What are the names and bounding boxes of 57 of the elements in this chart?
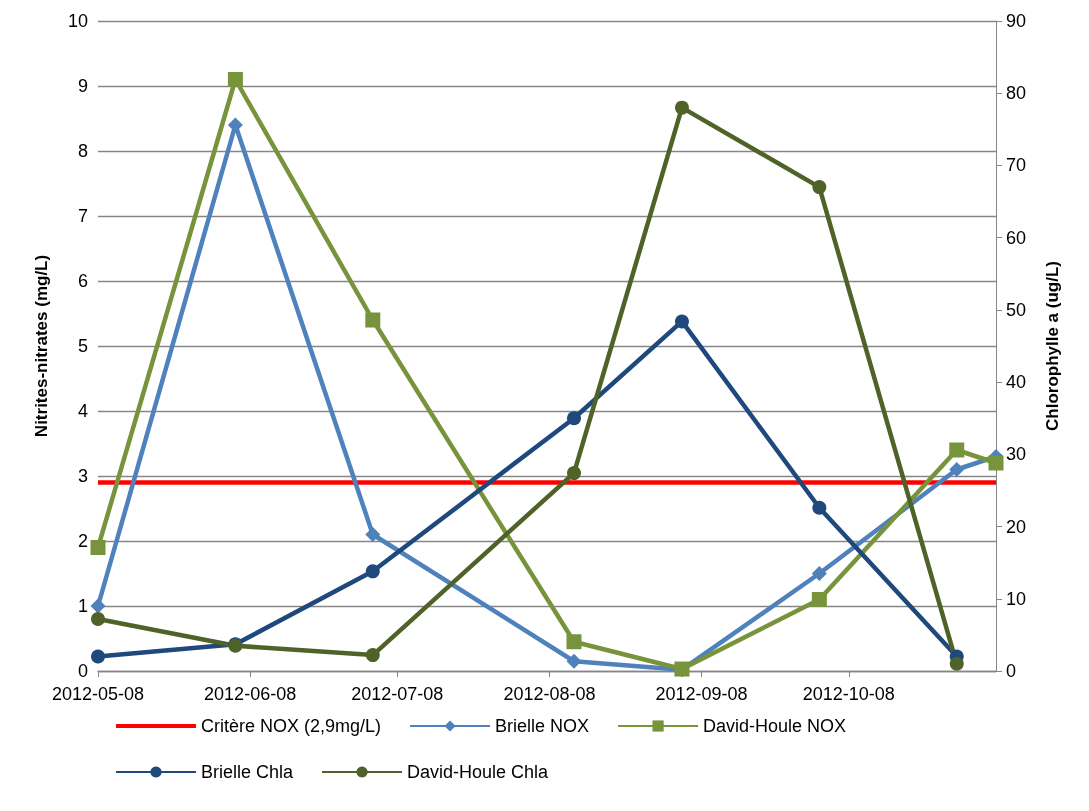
- y-tick-label: 8: [77, 141, 88, 161]
- y2-tick-label: 10: [1006, 588, 1027, 609]
- point: [674, 100, 689, 115]
- point: [567, 411, 581, 426]
- y-tick-label: 10: [67, 11, 88, 31]
- point: [91, 649, 105, 664]
- y2-axis-title: Chlorophylle a (ug/L): [1043, 261, 1062, 431]
- y-tick-label: 7: [77, 206, 88, 226]
- x-tick-label: 2012-05-08: [51, 684, 145, 704]
- y-tick-label: 4: [77, 401, 88, 421]
- point: [365, 527, 381, 542]
- y-tick-label: 9: [77, 76, 88, 96]
- point: [949, 442, 965, 458]
- x-tick-label: 2012-09-08: [655, 684, 748, 704]
- point: [811, 592, 827, 607]
- y2-tick-label: 0: [1006, 661, 1017, 681]
- y2-tick-label: 50: [1006, 299, 1027, 320]
- point: [811, 566, 827, 581]
- y2-tick-label: 90: [1006, 11, 1027, 31]
- point: [90, 540, 106, 555]
- point: [812, 180, 827, 195]
- point: [674, 314, 689, 329]
- y-tick-label: 2: [77, 531, 88, 551]
- legend-label: Brielle NOX: [495, 716, 590, 736]
- legend-label: Brielle Chla: [201, 762, 295, 782]
- y-tick-label: 0: [77, 661, 88, 681]
- point: [365, 312, 381, 328]
- point: [91, 612, 105, 626]
- y-tick-label: 3: [77, 466, 88, 486]
- y-axis-title: Nitrites-nitrates (mg/L): [32, 254, 51, 438]
- x-tick-label: 2012-08-08: [503, 684, 596, 704]
- point: [90, 598, 106, 614]
- point: [949, 656, 964, 671]
- point: [566, 653, 582, 669]
- y2-tick-label: 60: [1006, 227, 1027, 248]
- y-tick-label: 6: [77, 271, 88, 291]
- y-tick-label: 1: [77, 596, 88, 616]
- point: [949, 462, 965, 477]
- point: [566, 634, 582, 650]
- legend-label: David-Houle NOX: [703, 716, 847, 736]
- y2-tick-label: 70: [1006, 155, 1027, 176]
- point: [988, 455, 1004, 471]
- point: [365, 564, 380, 579]
- x-tick-label: 2012-07-08: [351, 684, 444, 704]
- point: [365, 648, 380, 663]
- y2-tick-label: 20: [1006, 516, 1027, 537]
- point: [227, 72, 243, 87]
- point: [812, 500, 827, 515]
- legend-label: David-Houle Chla: [407, 762, 550, 782]
- x-tick-label: 2012-10-08: [802, 684, 895, 704]
- point: [567, 466, 581, 481]
- y2-tick-label: 80: [1006, 83, 1027, 104]
- legend-label: Critère NOX (2,9mg/L): [201, 716, 382, 736]
- y2-tick-label: 40: [1006, 372, 1027, 393]
- y2-tick-label: 30: [1006, 444, 1027, 465]
- y-tick-label: 5: [77, 336, 88, 356]
- x-tick-label: 2012-06-08: [204, 684, 297, 704]
